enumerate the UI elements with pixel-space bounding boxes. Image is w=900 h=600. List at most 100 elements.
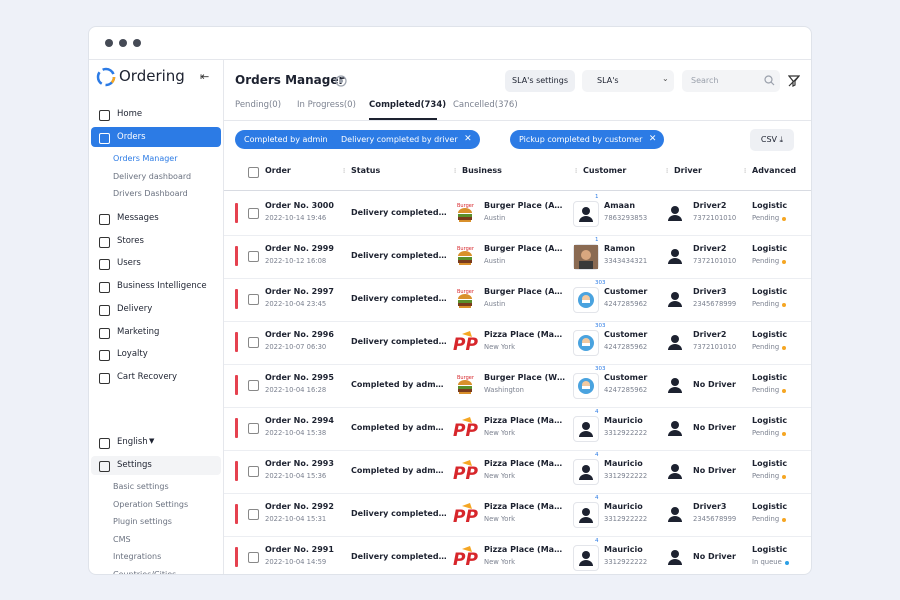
tab[interactable]: Cancelled(376)	[453, 100, 518, 110]
filter-chip[interactable]: Delivery completed by driver	[332, 130, 480, 149]
info-icon[interactable]	[335, 75, 347, 87]
search-box[interactable]	[682, 70, 780, 92]
order-number[interactable]: Order No. 2995	[265, 373, 334, 382]
nav-item[interactable]: Home	[117, 109, 143, 119]
column-header[interactable]: Status	[351, 166, 381, 175]
tab[interactable]: Pending(0)	[235, 100, 282, 110]
order-number[interactable]: Order No. 2996	[265, 330, 334, 339]
business-name[interactable]: Burger Place (W…	[484, 373, 566, 382]
customer-name[interactable]: Mauricio	[604, 545, 643, 554]
sla-select[interactable]	[582, 70, 674, 92]
business-name[interactable]: Pizza Place (Ma…	[484, 545, 563, 554]
order-number[interactable]: Order No. 3000	[265, 201, 334, 210]
order-date: 2022-10-04 23:45	[265, 300, 327, 308]
row-checkbox[interactable]	[248, 380, 259, 391]
row-checkbox[interactable]	[248, 208, 259, 219]
customer-avatar	[573, 545, 599, 571]
settings-subitem[interactable]: Operation Settings	[113, 499, 189, 509]
order-number[interactable]: Order No. 2993	[265, 459, 334, 468]
column-header[interactable]: Customer	[583, 166, 627, 175]
state-dot	[782, 303, 786, 307]
customer-name[interactable]: Customer	[604, 373, 648, 382]
svg-text:PP: PP	[453, 335, 478, 354]
nav-item[interactable]: Loyalty	[117, 349, 148, 360]
business-name[interactable]: Burger Place (A…	[484, 201, 563, 210]
row-checkbox[interactable]	[248, 251, 259, 262]
row-checkbox[interactable]	[248, 552, 259, 563]
row-checkbox[interactable]	[248, 337, 259, 348]
column-header[interactable]: Driver	[674, 166, 702, 175]
business-name[interactable]: Pizza Place (Ma…	[484, 502, 563, 511]
order-number[interactable]: Order No. 2997	[265, 287, 334, 296]
business-name[interactable]: Pizza Place (Ma…	[484, 330, 563, 339]
order-number[interactable]: Order No. 2994	[265, 416, 334, 425]
drag-handle: ⁞	[744, 167, 747, 175]
filter-chip[interactable]: Pickup completed by customer	[510, 130, 665, 149]
nav-item[interactable]: Users	[117, 258, 141, 269]
nav-subitem[interactable]: Delivery dashboard	[113, 171, 192, 181]
settings-subitem[interactable]: Basic settings	[113, 482, 169, 491]
order-number[interactable]: Order No. 2991	[265, 545, 334, 554]
row-checkbox[interactable]	[248, 509, 259, 520]
nav-item[interactable]: Marketing	[117, 326, 160, 337]
driver-avatar	[663, 416, 687, 440]
business-name[interactable]: Burger Place (A…	[484, 287, 563, 296]
active-tab-underline	[369, 118, 437, 120]
order-number[interactable]: Order No. 2992	[265, 502, 334, 511]
nav-item[interactable]: English	[117, 437, 148, 447]
business-logo: Burger	[452, 201, 478, 225]
nav-item[interactable]: Settings	[117, 460, 152, 470]
state-dot	[782, 518, 786, 522]
nav-item[interactable]: Stores	[117, 235, 144, 246]
order-date: 2022-10-12 16:08	[265, 257, 327, 265]
nav-icon	[99, 327, 110, 339]
status-bar	[235, 461, 238, 481]
row-divider	[224, 407, 811, 408]
customer-avatar	[573, 244, 599, 270]
nav-item[interactable]: Cart Recovery	[117, 371, 178, 382]
business-name[interactable]: Pizza Place (Ma…	[484, 416, 563, 425]
status-bar	[235, 504, 238, 524]
settings-subitem[interactable]: Plugin settings	[113, 517, 172, 526]
business-logo: PP	[452, 416, 478, 441]
column-header[interactable]: Business	[462, 166, 502, 175]
customer-name[interactable]: Customer	[604, 330, 648, 339]
nav-item[interactable]: Business Intelligence	[117, 281, 207, 292]
customer-phone: 4247285962	[604, 386, 648, 394]
customer-phone: 3343434321	[604, 257, 648, 265]
customer-name[interactable]: Amaan	[604, 201, 636, 210]
status-bar	[235, 246, 238, 266]
business-name[interactable]: Burger Place (A…	[484, 244, 563, 253]
customer-name[interactable]: Ramon	[604, 244, 636, 253]
nav-item[interactable]: Messages	[117, 213, 159, 223]
column-header[interactable]: Order	[265, 166, 291, 175]
row-checkbox[interactable]	[248, 466, 259, 477]
customer-name[interactable]: Mauricio	[604, 416, 643, 425]
settings-subitem[interactable]: Countries/Cities	[113, 569, 177, 575]
settings-subitem[interactable]: CMS	[113, 534, 131, 544]
row-checkbox[interactable]	[248, 423, 259, 434]
customer-name[interactable]: Customer	[604, 287, 648, 296]
customer-phone: 3312922222	[604, 472, 648, 480]
customer-name[interactable]: Mauricio	[604, 459, 643, 468]
nav-subitem[interactable]: Orders Manager	[113, 154, 178, 163]
row-checkbox[interactable]	[248, 294, 259, 305]
nav-item[interactable]: Delivery	[117, 303, 153, 314]
select-all-checkbox[interactable]	[248, 167, 259, 178]
customer-name[interactable]: Mauricio	[604, 502, 643, 511]
tab[interactable]: In Progress(0)	[297, 100, 356, 110]
nav-subitem[interactable]: Drivers Dashboard	[113, 189, 188, 198]
tab[interactable]: Completed(734)	[369, 100, 447, 110]
csv-button[interactable]: CSV ⤓	[750, 129, 794, 151]
column-header[interactable]: Advanced	[752, 166, 797, 175]
settings-subitem[interactable]: Integrations	[113, 552, 162, 561]
advanced-type: Logistic	[752, 416, 788, 425]
nav-item[interactable]: Orders	[117, 132, 146, 142]
business-city: Austin	[484, 300, 506, 308]
sla-settings-button[interactable]: SLA's settings	[505, 70, 575, 92]
order-date: 2022-10-04 14:59	[265, 558, 327, 566]
business-name[interactable]: Pizza Place (Ma…	[484, 459, 563, 468]
order-number[interactable]: Order No. 2999	[265, 244, 334, 253]
collapse-icon[interactable]: ⇤	[200, 70, 210, 83]
filter-clear-icon[interactable]	[788, 75, 800, 87]
